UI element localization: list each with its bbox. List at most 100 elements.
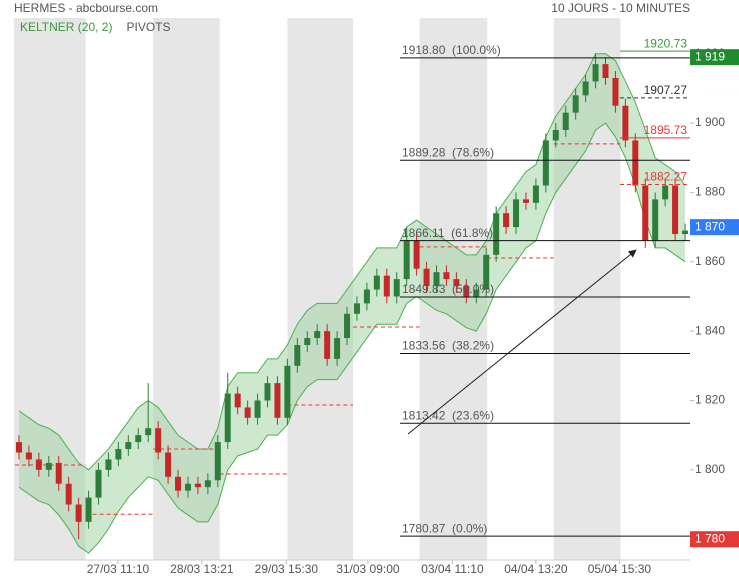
candle-body (15, 442, 22, 453)
y-tick-label: 1 880 (695, 185, 725, 199)
candle-body (334, 338, 341, 359)
candle-body (85, 497, 92, 522)
candle-body (65, 483, 72, 505)
fib-label: 1813.42 (23.6%) (402, 408, 494, 422)
trend-arrow (407, 249, 637, 435)
candle-body (612, 77, 619, 106)
fib-label: 1833.56 (38.2%) (402, 339, 494, 353)
candle-body (175, 476, 182, 491)
candle-body (294, 345, 301, 366)
candle-body (572, 95, 579, 113)
candle-body (592, 64, 599, 82)
candle-body (652, 199, 659, 241)
chart-subtitle: 10 JOURS - 10 MINUTES (551, 1, 690, 15)
y-tick-label: 1 800 (695, 462, 725, 476)
candle-body (75, 504, 82, 522)
x-tick-label: 04/04 13:20 (504, 562, 568, 576)
candle-body (284, 365, 291, 418)
y-tick-label: 1 820 (695, 393, 725, 407)
fib-label: 1849.83 (50.0%) (402, 282, 494, 296)
price-tag (690, 219, 739, 236)
candle-body (393, 279, 400, 297)
fib-label: 1866.11 (61.8%) (402, 226, 493, 240)
price-tag (690, 49, 739, 66)
candle-body (363, 289, 370, 304)
candle-body (95, 469, 102, 498)
price-tag-label: 1 870 (695, 219, 725, 233)
pivot-label: 1882.27 (644, 170, 688, 184)
plot-area (14, 53, 689, 554)
y-tick-label: 1 860 (695, 254, 725, 268)
candle-body (234, 393, 241, 408)
candle-body (314, 331, 321, 339)
fib-label: 1918.80 (100.0%) (402, 43, 501, 57)
candle-body (383, 275, 390, 297)
candle-body (125, 442, 132, 450)
candle-body (662, 185, 669, 200)
candle-body (423, 268, 430, 287)
x-tick-label: 03/04 11:10 (421, 562, 484, 576)
candle-body (344, 313, 351, 339)
candle-body (373, 275, 380, 290)
candle-body (622, 105, 629, 141)
candle-body (25, 452, 32, 460)
candle-body (135, 435, 142, 443)
price-tag-label: 1 780 (695, 531, 725, 545)
chart-title: HERMES - abcbourse.com (14, 1, 158, 15)
keltner-band (18, 53, 686, 554)
candle-body (493, 213, 500, 255)
candle-body (542, 140, 549, 186)
candle-body (682, 230, 689, 235)
keltner-lower (18, 122, 686, 554)
candle-body (473, 289, 480, 297)
session-shade (287, 18, 353, 560)
candle-body (45, 462, 52, 470)
candle-body (403, 240, 410, 280)
y-tick-label: 1 840 (695, 323, 725, 337)
x-tick-label: 05/04 15:30 (588, 562, 652, 576)
price-tag (690, 531, 739, 548)
candle-body (513, 199, 520, 228)
candle-body (552, 130, 559, 141)
candle-body (324, 331, 331, 359)
candle-body (204, 480, 211, 488)
indicator-label: PIVOTS (126, 20, 170, 34)
candle-body (433, 272, 440, 287)
pivot-label: 1907.27 (644, 83, 688, 97)
candle-body (155, 428, 162, 453)
candle-body (145, 428, 152, 436)
keltner-upper (18, 53, 686, 471)
candle-body (642, 185, 649, 241)
candle-body (244, 407, 251, 418)
fib-label: 1780.87 (0.0%) (402, 521, 487, 535)
pivot-label: 1895.73 (644, 123, 688, 137)
candle-body (274, 383, 281, 418)
overlays: 1918.80 (100.0%) 1889.28 (78.6%) 1866.11 (… (400, 36, 690, 537)
x-tick-label: 29/03 15:30 (255, 562, 319, 576)
candle-body (55, 462, 62, 484)
candle-body (184, 483, 191, 491)
candle-body (443, 272, 450, 280)
x-tick-label: 27/03 11:10 (87, 562, 150, 576)
candle-body (304, 338, 311, 346)
candle-body (264, 383, 271, 401)
candle-body (463, 286, 470, 297)
candle-body (483, 254, 490, 290)
candle-body (194, 483, 201, 488)
candle-body (632, 140, 639, 186)
candle-body (254, 400, 261, 418)
pivot-label: 1920.73 (644, 36, 688, 50)
x-tick-label: 31/03 09:00 (336, 562, 400, 576)
candle-body (582, 81, 589, 96)
x-tick-label: 28/03 13:21 (170, 562, 234, 576)
candle-body (532, 185, 539, 203)
price-tag-label: 1 919 (695, 49, 725, 63)
candle-body (453, 279, 460, 287)
candle-body (115, 449, 122, 460)
axes: KELTNER (20, 2) PIVOTS 1 800 1 820 1 840 1 86… (14, 20, 739, 576)
indicator-label: KELTNER (20, 2) (20, 20, 112, 34)
candle-body (353, 303, 360, 314)
candle-body (503, 213, 510, 228)
candle-body (602, 64, 609, 78)
